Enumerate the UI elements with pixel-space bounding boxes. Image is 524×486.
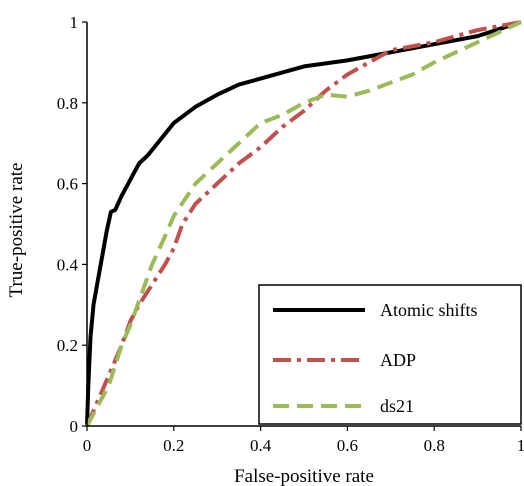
series-line-ds21 [85,20,522,427]
series-layer [85,20,522,427]
y-axis-label: True-positive rate [6,163,27,298]
x-tick-label: 0.6 [337,436,358,455]
series-line-atomic-shifts [85,20,522,427]
legend-label: ds21 [380,396,414,416]
x-tick-label: 1 [517,436,524,455]
legend: Atomic shifts ADP ds21 [258,284,522,425]
x-tick-label: 0 [83,436,92,455]
ticks-layer: 0 0.2 0.4 0.6 0.8 1 0 0.2 0.4 0.6 0.8 1 [57,13,524,455]
x-tick-label: 0.2 [163,436,184,455]
y-tick-label: 0 [70,417,79,436]
series-line-adp [85,20,522,427]
y-tick-label: 0.4 [57,255,79,274]
x-axis-label: False-positive rate [234,466,374,486]
x-tick-label: 0.8 [424,436,445,455]
y-tick-label: 0.2 [57,336,78,355]
y-tick-label: 0.6 [57,175,78,194]
legend-label: ADP [380,350,416,370]
y-tick-label: 0.8 [57,94,78,113]
legend-label: Atomic shifts [380,300,478,320]
y-tick-label: 1 [70,13,79,32]
x-tick-label: 0.4 [250,436,272,455]
